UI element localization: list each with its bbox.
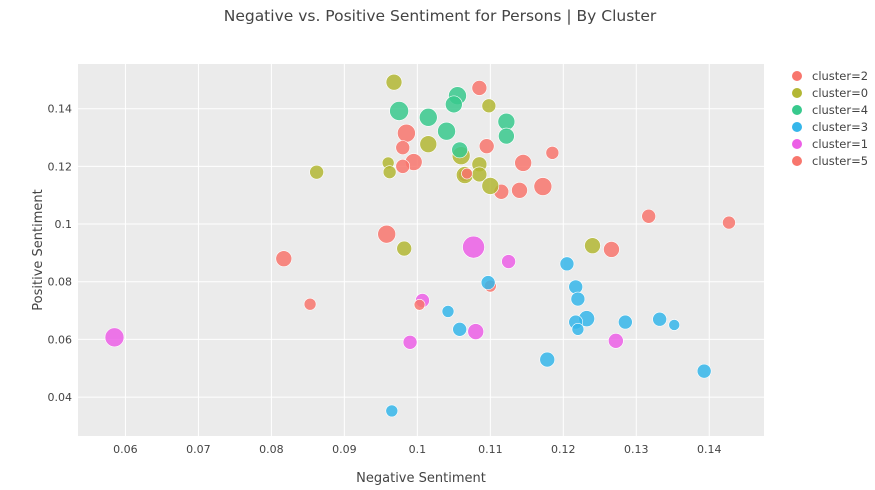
legend-label[interactable]: cluster=0	[812, 86, 868, 100]
x-axis-ticks: 0.06 0.07 0.08 0.09 0.1 0.11 0.12 0.13 0.14	[113, 443, 721, 456]
x-tick-label: 0.08	[259, 443, 284, 456]
point-cluster-3[interactable]	[452, 322, 467, 337]
point-cluster-4[interactable]	[501, 254, 516, 269]
x-axis-title: Negative Sentiment	[356, 471, 486, 486]
x-tick-label: 0.07	[186, 443, 211, 456]
y-axis-ticks: 0.04 0.06 0.08 0.1 0.12 0.14	[48, 103, 73, 404]
point-cluster-3[interactable]	[559, 256, 575, 272]
point-cluster-5[interactable]	[461, 167, 473, 180]
point-cluster-0[interactable]	[395, 140, 411, 155]
legend-marker[interactable]	[792, 156, 802, 166]
legend-marker[interactable]	[792, 139, 802, 149]
point-cluster-0[interactable]	[275, 250, 293, 267]
point-cluster-4[interactable]	[104, 327, 125, 348]
legend-marker[interactable]	[792, 105, 802, 115]
legend-label[interactable]: cluster=4	[812, 103, 868, 117]
y-tick-label: 0.04	[48, 391, 73, 404]
point-cluster-1[interactable]	[309, 164, 324, 180]
legend-label[interactable]: cluster=1	[812, 137, 868, 151]
point-cluster-0[interactable]	[533, 177, 553, 196]
point-cluster-0[interactable]	[641, 208, 656, 224]
point-cluster-0[interactable]	[395, 159, 411, 174]
point-cluster-0[interactable]	[514, 154, 532, 172]
point-cluster-5[interactable]	[413, 298, 426, 311]
point-cluster-2[interactable]	[498, 127, 515, 145]
y-tick-label: 0.08	[48, 276, 73, 289]
point-cluster-3[interactable]	[539, 351, 556, 368]
point-cluster-2[interactable]	[445, 95, 463, 114]
point-cluster-1[interactable]	[419, 135, 438, 153]
point-cluster-2[interactable]	[451, 141, 468, 159]
point-cluster-4[interactable]	[608, 333, 624, 349]
y-axis-title: Positive Sentiment	[31, 189, 46, 310]
point-cluster-4[interactable]	[462, 235, 485, 259]
point-cluster-4[interactable]	[402, 334, 418, 350]
x-tick-label: 0.1	[409, 443, 427, 456]
point-cluster-0[interactable]	[397, 123, 416, 143]
data-points	[104, 73, 736, 418]
point-cluster-1[interactable]	[481, 98, 497, 114]
legend-label[interactable]: cluster=2	[812, 69, 868, 83]
x-tick-label: 0.13	[624, 443, 649, 456]
x-tick-label: 0.06	[113, 443, 138, 456]
y-tick-label: 0.14	[48, 103, 73, 116]
point-cluster-3[interactable]	[696, 363, 712, 379]
x-tick-label: 0.11	[478, 443, 503, 456]
legend-marker[interactable]	[792, 88, 802, 98]
point-cluster-0[interactable]	[303, 297, 317, 311]
point-cluster-1[interactable]	[584, 237, 601, 254]
point-cluster-0[interactable]	[545, 146, 560, 160]
point-cluster-0[interactable]	[722, 215, 736, 230]
x-tick-label: 0.14	[697, 443, 722, 456]
point-cluster-0[interactable]	[471, 80, 488, 96]
y-tick-label: 0.06	[48, 333, 73, 346]
point-cluster-3[interactable]	[570, 291, 586, 307]
point-cluster-0[interactable]	[478, 138, 495, 154]
point-cluster-3[interactable]	[480, 275, 496, 290]
point-cluster-1[interactable]	[396, 240, 413, 257]
point-cluster-3[interactable]	[571, 323, 585, 336]
x-tick-label: 0.12	[551, 443, 576, 456]
legend-marker[interactable]	[792, 122, 802, 132]
point-cluster-2[interactable]	[389, 101, 409, 121]
point-cluster-0[interactable]	[377, 224, 397, 244]
x-tick-label: 0.09	[332, 443, 357, 456]
plot-background	[78, 64, 764, 436]
point-cluster-3[interactable]	[668, 319, 681, 331]
point-cluster-1[interactable]	[385, 73, 403, 91]
point-cluster-2[interactable]	[418, 108, 438, 127]
y-tick-label: 0.1	[55, 218, 73, 231]
legend: cluster=2 cluster=0 cluster=4 cluster=3 clus…	[792, 69, 868, 168]
point-cluster-2[interactable]	[437, 121, 456, 141]
legend-marker[interactable]	[792, 71, 802, 81]
chart-title: Negative vs. Positive Sentiment for Pers…	[224, 7, 657, 25]
legend-label[interactable]: cluster=5	[812, 154, 868, 168]
point-cluster-3[interactable]	[385, 404, 399, 418]
point-cluster-3[interactable]	[618, 314, 633, 330]
point-cluster-4[interactable]	[467, 323, 485, 340]
point-cluster-1[interactable]	[481, 177, 500, 195]
legend-label[interactable]: cluster=3	[812, 120, 868, 134]
point-cluster-3[interactable]	[568, 279, 584, 295]
y-tick-label: 0.12	[48, 160, 73, 173]
point-cluster-3[interactable]	[441, 305, 455, 318]
point-cluster-1[interactable]	[382, 165, 397, 179]
point-cluster-2[interactable]	[497, 112, 516, 131]
point-cluster-3[interactable]	[652, 311, 667, 327]
point-cluster-0[interactable]	[603, 241, 620, 258]
point-cluster-0[interactable]	[511, 182, 528, 199]
